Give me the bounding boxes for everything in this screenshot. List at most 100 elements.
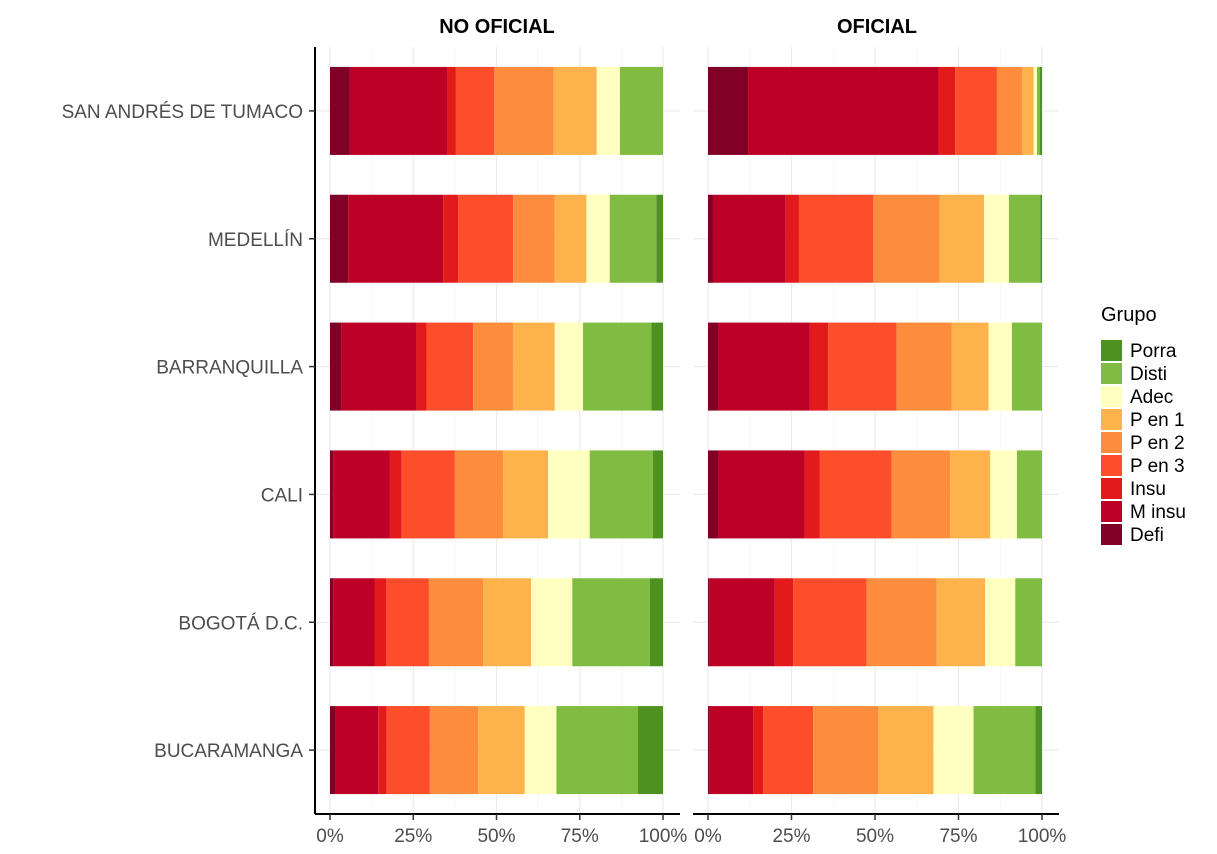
bar-segment-m-insu-san-andres-de-tumaco [349, 66, 448, 155]
bar-segment-defi-bogota-d-c [708, 578, 710, 667]
legend-swatch [1101, 363, 1122, 384]
category-label-san-andres-de-tumaco: SAN ANDRÉS DE TUMACO [62, 102, 303, 123]
bar-segment-p-en-1-cali [503, 450, 549, 539]
legend-title: Grupo [1101, 304, 1157, 326]
bar-segment-disti-medellin [609, 194, 657, 283]
bar-segment-m-insu-bogota-d-c [709, 578, 775, 667]
bar-segment-adec-bucaramanga [524, 706, 557, 795]
bar-segment-porra-bucaramanga [638, 706, 663, 795]
legend-label: Adec [1130, 387, 1173, 408]
bar-segment-insu-cali [804, 450, 820, 539]
bar-segment-p-en-2-barranquilla [473, 322, 514, 411]
legend-item-insu: Insu [1101, 478, 1166, 500]
x-tick-label: 25% [394, 826, 432, 847]
bar-segment-defi-medellin [330, 194, 349, 283]
panel-no-oficial [315, 47, 680, 814]
bar-segment-m-insu-barranquilla [718, 322, 810, 411]
bar-segment-p-en-2-barranquilla [896, 322, 952, 411]
bar-segment-disti-san-andres-de-tumaco [619, 66, 663, 155]
bar-segment-disti-cali [1016, 450, 1042, 539]
bar-segment-p-en-2-medellin [873, 194, 940, 283]
legend-label: Defi [1130, 525, 1164, 546]
bar-segment-disti-cali [589, 450, 654, 539]
legend-swatch [1101, 455, 1122, 476]
panel-title-oficial: OFICIAL [837, 16, 917, 38]
bar-segment-porra-cali [653, 450, 663, 539]
legend-swatch [1101, 478, 1122, 499]
bar-segment-m-insu-bucaramanga [709, 706, 754, 795]
bar-segment-porra-bucaramanga [1035, 706, 1042, 795]
legend-label: P en 2 [1130, 433, 1185, 454]
bar-segment-p-en-3-barranquilla [426, 322, 474, 411]
x-tick-label: 75% [561, 826, 599, 847]
bar-segment-p-en-1-cali [950, 450, 991, 539]
x-tick-label: 50% [856, 826, 894, 847]
bar-segment-m-insu-san-andres-de-tumaco [748, 66, 939, 155]
legend-label: Disti [1130, 364, 1167, 385]
legend-item-p-en-3: P en 3 [1101, 455, 1185, 477]
bar-segment-p-en-2-bogota-d-c [428, 578, 484, 667]
bar-segment-disti-medellin [1008, 194, 1041, 283]
legend-item-defi: Defi [1101, 524, 1164, 546]
bar-segment-insu-bucaramanga [753, 706, 764, 795]
legend-label: Insu [1130, 479, 1166, 500]
x-tick-label: 25% [772, 826, 810, 847]
legend-item-disti: Disti [1101, 363, 1167, 385]
bar-segment-m-insu-cali [718, 450, 805, 539]
x-tick-label: 100% [1018, 826, 1067, 847]
bar-segment-defi-cali [708, 450, 719, 539]
bar-segment-p-en-1-medellin [939, 194, 985, 283]
bar-segment-defi-barranquilla [708, 322, 719, 411]
x-tick-label: 0% [694, 826, 722, 847]
bar-segment-adec-bogota-d-c [531, 578, 573, 667]
legend-swatch [1101, 340, 1122, 361]
bar-segment-p-en-3-medellin [798, 194, 874, 283]
bar-segment-p-en-3-san-andres-de-tumaco [455, 66, 495, 155]
bar-segment-adec-medellin [586, 194, 610, 283]
bar-segment-p-en-2-cali [454, 450, 504, 539]
bar-segment-m-insu-bogota-d-c [333, 578, 375, 667]
bar-segment-disti-barranquilla [1011, 322, 1042, 411]
bar-segment-adec-bucaramanga [933, 706, 974, 795]
bar-segment-insu-san-andres-de-tumaco [447, 66, 456, 155]
bar-segment-insu-barranquilla [809, 322, 829, 411]
panel-title-no-oficial: NO OFICIAL [439, 16, 555, 38]
bar-segment-defi-bucaramanga [330, 706, 335, 795]
bar-segment-p-en-3-bucaramanga [763, 706, 814, 795]
bar-segment-disti-san-andres-de-tumaco [1036, 66, 1040, 155]
category-label-cali: CALI [261, 485, 303, 506]
bar-segment-defi-bogota-d-c [330, 578, 334, 667]
bar-segment-p-en-2-san-andres-de-tumaco [494, 66, 554, 155]
legend-label: Porra [1130, 341, 1177, 362]
bar-segment-adec-san-andres-de-tumaco [596, 66, 620, 155]
bar-segment-porra-barranquilla [651, 322, 663, 411]
bar-segment-p-en-1-bogota-d-c [936, 578, 986, 667]
legend-item-m-insu: M insu [1101, 501, 1186, 523]
bar-segment-m-insu-medellin [712, 194, 786, 283]
x-tick-label: 100% [639, 826, 688, 847]
bar-segment-defi-medellin [708, 194, 713, 283]
legend-item-adec: Adec [1101, 386, 1173, 408]
bar-segment-p-en-1-barranquilla [513, 322, 555, 411]
bar-segment-p-en-1-medellin [554, 194, 587, 283]
bar-segment-disti-bucaramanga [973, 706, 1036, 795]
x-tick-label: 50% [477, 826, 515, 847]
category-label-barranquilla: BARRANQUILLA [156, 358, 303, 379]
bar-segment-insu-san-andres-de-tumaco [938, 66, 956, 155]
bar-segment-disti-bogota-d-c [1015, 578, 1042, 667]
bar-segment-insu-cali [389, 450, 402, 539]
bar-segment-p-en-3-medellin [458, 194, 514, 283]
legend-swatch [1101, 501, 1122, 522]
bar-segment-porra-medellin [1040, 194, 1042, 283]
bar-segment-p-en-3-barranquilla [828, 322, 897, 411]
bar-segment-p-en-1-bucaramanga [878, 706, 934, 795]
bar-segment-p-en-1-san-andres-de-tumaco [553, 66, 597, 155]
bar-segment-porra-bogota-d-c [649, 578, 663, 667]
bar-segment-adec-san-andres-de-tumaco [1033, 66, 1037, 155]
bar-segment-insu-medellin [785, 194, 799, 283]
bar-segment-p-en-1-bogota-d-c [483, 578, 532, 667]
bar-segment-defi-san-andres-de-tumaco [708, 66, 749, 155]
legend-swatch [1101, 524, 1122, 545]
legend-item-p-en-1: P en 1 [1101, 409, 1185, 431]
